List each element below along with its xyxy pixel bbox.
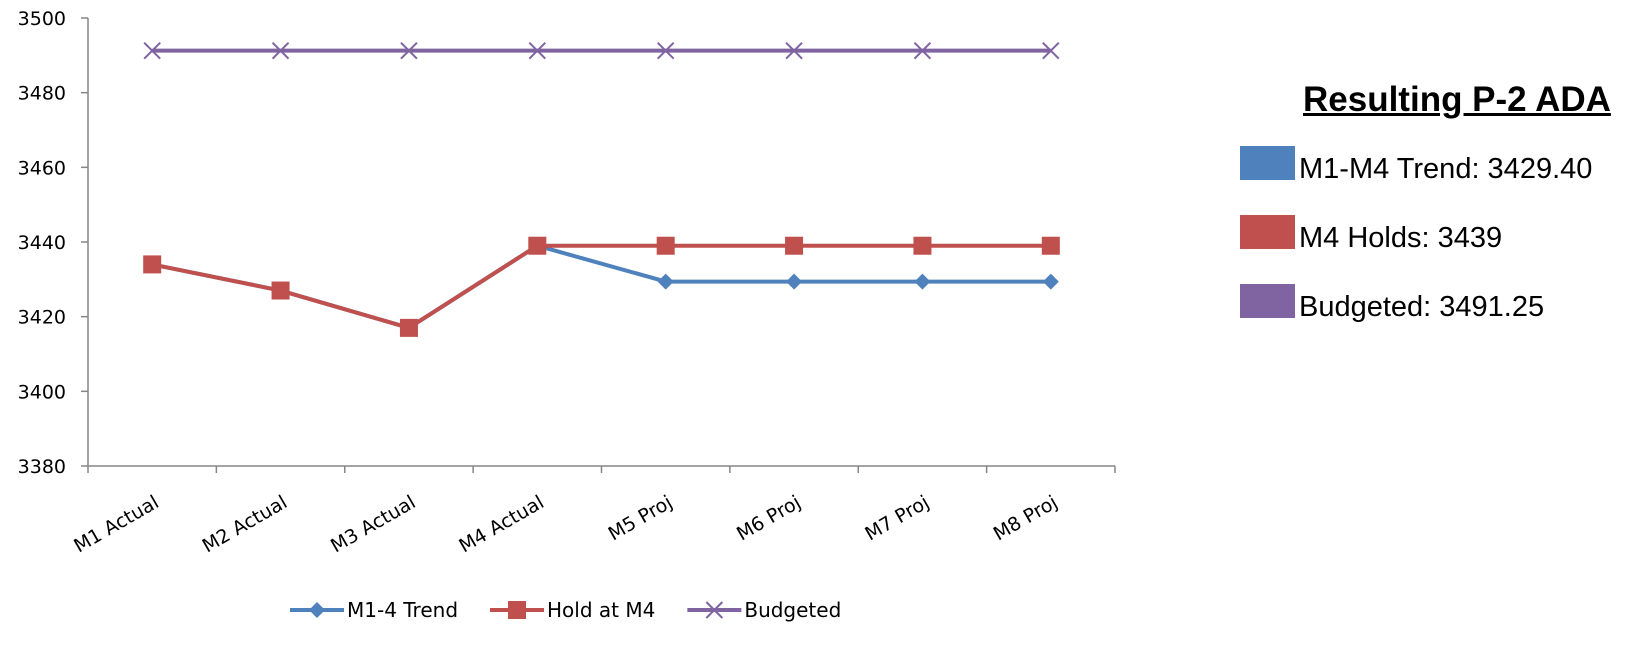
data-point-hold <box>1041 236 1060 255</box>
budgeted-swatch <box>1240 284 1295 318</box>
series-budgeted <box>143 41 1060 60</box>
data-point-hold <box>399 318 418 337</box>
y-tick-label: 3380 <box>18 456 66 478</box>
data-point-budgeted <box>271 41 290 60</box>
data-point-hold <box>913 236 932 255</box>
x-tick-label: M2 Actual <box>199 491 291 557</box>
legend-marker-trend <box>309 602 325 618</box>
legend-label-budgeted: Budgeted <box>744 598 841 622</box>
series-layer <box>143 41 1060 337</box>
y-tick-label: 3420 <box>18 307 66 329</box>
x-tick-label: M5 Proj <box>605 491 677 545</box>
side-panel-item-budgeted: Budgeted: 3491.25 <box>1240 268 1640 322</box>
x-tick-label: M4 Actual <box>455 491 547 557</box>
data-point-trend <box>914 273 931 290</box>
series-line-hold <box>151 243 1051 330</box>
y-tick-label: 3400 <box>18 381 66 403</box>
data-point-trend <box>657 273 674 290</box>
legend-label-trend: M1-4 Trend <box>347 598 458 622</box>
series-hold <box>143 236 1060 337</box>
data-point-budgeted <box>400 41 418 60</box>
data-point-budgeted <box>1042 41 1060 60</box>
data-point-trend <box>786 273 803 290</box>
trend-label: M1-M4 Trend: 3429.40 <box>1299 153 1593 185</box>
data-point-hold <box>143 255 162 274</box>
data-point-hold <box>271 281 290 300</box>
data-point-hold <box>528 236 547 255</box>
data-point-budgeted <box>143 41 161 60</box>
side-panel-title: Resulting P-2 ADA <box>1303 80 1611 119</box>
chart-legend: M1-4 Trend Hold at M4 Budgeted <box>290 598 841 622</box>
legend-label-hold: Hold at M4 <box>547 598 655 622</box>
data-point-hold <box>656 236 675 255</box>
data-point-budgeted <box>913 41 932 60</box>
y-tick-label: 3460 <box>18 157 66 179</box>
x-tick-label: M8 Proj <box>990 491 1062 545</box>
x-tick-label: M1 Actual <box>70 491 162 557</box>
data-point-trend <box>1042 273 1059 290</box>
y-tick-label: 3440 <box>18 232 66 254</box>
x-axis: M1 Actual M2 Actual M3 Actual M4 Actual M5 P… <box>70 465 1116 557</box>
y-tick-label: 3480 <box>18 83 66 105</box>
y-tick-label: 3500 <box>18 8 66 30</box>
y-axis: 3380 3400 3420 3440 3460 3480 3500 <box>18 8 89 478</box>
side-panel: Resulting P-2 ADA M1-M4 Trend: 3429.40 M… <box>1240 80 1640 337</box>
side-panel-item-hold: M4 Holds: 3439 <box>1240 199 1640 253</box>
trend-swatch <box>1240 146 1295 180</box>
legend-marker-hold <box>508 601 527 619</box>
legend-marker-budgeted <box>705 601 724 619</box>
data-point-budgeted <box>656 41 675 60</box>
data-point-hold <box>785 236 804 255</box>
hold-swatch <box>1240 215 1295 249</box>
x-tick-label: M6 Proj <box>733 491 805 545</box>
data-point-budgeted <box>785 41 803 60</box>
x-tick-label: M7 Proj <box>861 491 933 545</box>
budgeted-label: Budgeted: 3491.25 <box>1299 291 1545 323</box>
hold-label: M4 Holds: 3439 <box>1299 222 1503 254</box>
side-panel-item-trend: M1-M4 Trend: 3429.40 <box>1240 130 1640 184</box>
x-tick-label: M3 Actual <box>327 491 419 557</box>
data-point-budgeted <box>528 41 547 60</box>
